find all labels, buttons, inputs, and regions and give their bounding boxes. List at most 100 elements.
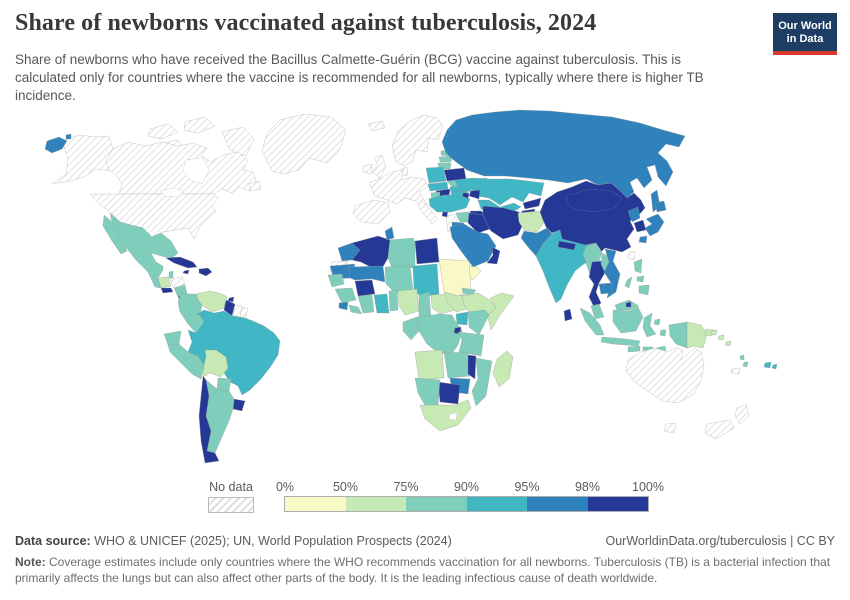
country-ghana[interactable] bbox=[373, 293, 390, 314]
country-indonesia-kalimantan[interactable] bbox=[612, 306, 644, 334]
country-afghanistan[interactable] bbox=[517, 210, 547, 233]
country-japan-honshu[interactable] bbox=[644, 213, 665, 237]
country-latvia[interactable] bbox=[438, 155, 453, 163]
country-tasmania[interactable] bbox=[663, 422, 677, 434]
country-namibia[interactable] bbox=[414, 377, 441, 408]
country-belize[interactable] bbox=[168, 270, 174, 279]
country-sri-lanka[interactable] bbox=[563, 308, 573, 322]
country-solomon-islands[interactable] bbox=[724, 340, 732, 347]
country-cambodia[interactable] bbox=[598, 282, 613, 295]
country-mozambique[interactable] bbox=[471, 357, 493, 407]
country-indonesia-sumatra[interactable] bbox=[579, 307, 605, 336]
country-newfoundland[interactable] bbox=[248, 180, 262, 192]
country-turkey[interactable] bbox=[428, 194, 471, 213]
legend-bin[interactable] bbox=[345, 497, 406, 511]
country-azerbaijan[interactable] bbox=[468, 189, 481, 200]
footer-link[interactable]: OurWorldinData.org/tuberculosis | CC BY bbox=[605, 534, 836, 548]
country-indonesia-sulawesi[interactable] bbox=[642, 312, 657, 338]
country-papua-new-guinea[interactable] bbox=[686, 321, 708, 349]
country-madagascar[interactable] bbox=[492, 350, 514, 388]
country-somalia[interactable] bbox=[481, 292, 515, 331]
country-canada[interactable] bbox=[105, 141, 257, 195]
country-poland[interactable] bbox=[425, 166, 447, 184]
country-new-caledonia[interactable] bbox=[730, 367, 741, 375]
country-arctic-island[interactable] bbox=[183, 116, 216, 134]
country-western-europe[interactable] bbox=[368, 169, 429, 212]
country-ecuador[interactable] bbox=[163, 330, 182, 346]
country-mali[interactable] bbox=[347, 265, 386, 283]
country-indonesia-lesser-sunda[interactable] bbox=[627, 345, 641, 353]
country-brazil[interactable] bbox=[187, 309, 281, 396]
country-senegal[interactable] bbox=[327, 273, 345, 288]
country-new-zealand-north[interactable] bbox=[734, 404, 750, 425]
country-arctic-island[interactable] bbox=[147, 123, 179, 140]
country-czechia-slovakia[interactable] bbox=[427, 181, 449, 192]
country-iran[interactable] bbox=[482, 205, 525, 240]
country-libya[interactable] bbox=[387, 237, 416, 269]
country-south-africa[interactable] bbox=[419, 399, 472, 432]
country-nigeria[interactable] bbox=[397, 288, 420, 316]
country-chukotka[interactable] bbox=[44, 136, 68, 154]
country-new-zealand-south[interactable] bbox=[704, 419, 735, 440]
country-jamaica[interactable] bbox=[182, 269, 190, 275]
country-argentina[interactable] bbox=[205, 379, 235, 454]
country-japan-kyushu[interactable] bbox=[638, 235, 648, 244]
country-honduras[interactable] bbox=[169, 276, 186, 289]
country-indonesia-moluccas[interactable] bbox=[659, 329, 667, 337]
country-paraguay[interactable] bbox=[216, 377, 232, 392]
country-el-salvador[interactable] bbox=[160, 287, 174, 294]
country-bolivia[interactable] bbox=[202, 349, 229, 378]
country-egypt[interactable] bbox=[414, 237, 440, 265]
country-tanzania[interactable] bbox=[457, 331, 485, 357]
country-liberia[interactable] bbox=[348, 304, 363, 315]
country-dr-congo[interactable] bbox=[416, 313, 463, 356]
country-burkina-faso[interactable] bbox=[354, 279, 376, 297]
country-oman[interactable] bbox=[486, 246, 501, 265]
legend-bin[interactable] bbox=[527, 497, 588, 511]
country-chile[interactable] bbox=[198, 375, 220, 464]
country-indonesia-java[interactable] bbox=[600, 336, 641, 347]
country-saudi-arabia[interactable] bbox=[449, 223, 497, 268]
country-guatemala[interactable] bbox=[157, 276, 172, 289]
country-fiji[interactable] bbox=[763, 361, 772, 369]
country-greenland[interactable] bbox=[261, 113, 347, 175]
country-ireland[interactable] bbox=[362, 163, 373, 175]
country-iberia[interactable] bbox=[352, 199, 391, 225]
country-togo-benin[interactable] bbox=[388, 289, 399, 312]
legend-bin[interactable] bbox=[406, 497, 467, 511]
country-south-korea[interactable] bbox=[633, 219, 647, 233]
country-solomon-islands[interactable] bbox=[717, 334, 725, 341]
country-nepal[interactable] bbox=[557, 240, 577, 251]
country-uganda[interactable] bbox=[455, 311, 469, 326]
country-angola[interactable] bbox=[414, 349, 445, 381]
country-philippines-palawan[interactable] bbox=[624, 276, 633, 289]
country-chukotka-islet[interactable] bbox=[65, 133, 72, 140]
country-australia[interactable] bbox=[625, 346, 705, 404]
country-fiji[interactable] bbox=[771, 363, 778, 370]
country-north-korea[interactable] bbox=[627, 206, 641, 223]
country-italy[interactable] bbox=[417, 200, 438, 225]
country-botswana[interactable] bbox=[437, 381, 461, 405]
owid-logo[interactable]: Our World in Data bbox=[773, 13, 837, 56]
country-philippines-luzon[interactable] bbox=[633, 258, 643, 274]
country-sierra-leone[interactable] bbox=[338, 301, 349, 311]
country-indonesia-papua[interactable] bbox=[668, 321, 688, 349]
country-mongolia[interactable] bbox=[565, 188, 623, 213]
legend-no-data-swatch[interactable] bbox=[208, 497, 254, 513]
country-brunei[interactable] bbox=[625, 301, 632, 308]
country-vanuatu[interactable] bbox=[739, 354, 745, 361]
country-peru[interactable] bbox=[167, 343, 205, 380]
country-malawi[interactable] bbox=[467, 354, 477, 380]
country-trinidad[interactable] bbox=[227, 296, 235, 303]
country-guinea[interactable] bbox=[334, 287, 357, 304]
country-kyrgyzstan[interactable] bbox=[522, 197, 542, 210]
country-mexico[interactable] bbox=[109, 212, 179, 289]
country-iceland[interactable] bbox=[367, 120, 386, 132]
country-hispaniola[interactable] bbox=[198, 267, 213, 277]
country-russia[interactable] bbox=[441, 109, 686, 199]
legend-bin[interactable] bbox=[466, 497, 527, 511]
country-taiwan[interactable] bbox=[627, 250, 636, 261]
country-kenya[interactable] bbox=[467, 309, 490, 336]
country-indonesia-moluccas[interactable] bbox=[653, 318, 661, 326]
country-cuba[interactable] bbox=[165, 256, 198, 269]
